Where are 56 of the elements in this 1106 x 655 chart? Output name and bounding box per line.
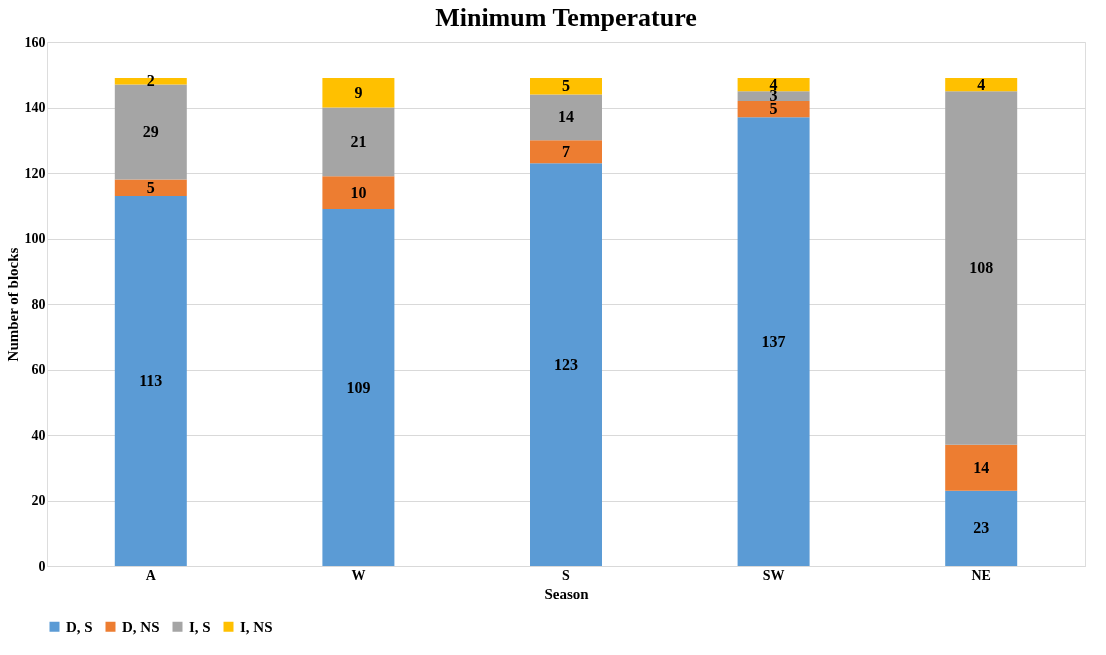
y-tick-label: 160 (24, 34, 46, 50)
bar (945, 490, 1018, 566)
bar (530, 140, 602, 164)
legend-label: D, S (66, 618, 93, 635)
x-tick-label: NE (971, 567, 991, 583)
chart-title: Minimum Temperature (435, 3, 697, 32)
data-label: 5 (146, 178, 155, 196)
data-label: 5 (562, 77, 570, 95)
data-label: 23 (973, 519, 990, 537)
bar (114, 179, 187, 196)
x-tick-label: A (145, 567, 157, 583)
data-label: 4 (977, 75, 986, 93)
bar (322, 107, 395, 177)
y-tick-label: 140 (24, 100, 46, 115)
data-label: 137 (761, 332, 786, 350)
data-label: 113 (139, 371, 163, 389)
x-tick-label: W (351, 567, 366, 583)
bar (114, 195, 187, 566)
y-tick-label: 20 (31, 493, 46, 508)
x-axis-title: Season (544, 585, 590, 602)
bar (530, 94, 602, 141)
data-label: 5 (769, 100, 778, 118)
data-label: 29 (142, 123, 159, 141)
data-label: 108 (969, 258, 994, 276)
x-tick-label: S (562, 567, 571, 583)
legend-label: I, S (189, 618, 211, 635)
x-tick-label: SW (762, 567, 785, 583)
bar (737, 100, 810, 118)
bar (945, 78, 1018, 92)
data-label: 9 (354, 83, 363, 101)
bar (945, 91, 1018, 445)
data-label: 14 (973, 458, 990, 476)
data-label: 10 (350, 183, 367, 201)
y-tick-label: 0 (38, 558, 46, 574)
bar (530, 163, 602, 566)
data-label: 123 (554, 355, 578, 373)
y-tick-label: 60 (31, 362, 46, 377)
bar (322, 209, 395, 566)
data-label: 21 (350, 132, 367, 150)
bar (322, 78, 395, 108)
bar (114, 84, 187, 180)
data-label: 109 (346, 378, 371, 396)
data-label: 7 (562, 142, 570, 160)
bar (322, 176, 395, 210)
y-tick-label: 40 (31, 427, 46, 443)
bar (530, 78, 602, 95)
y-tick-label: 120 (24, 165, 46, 181)
y-tick-label: 80 (31, 296, 46, 312)
bar (945, 444, 1018, 491)
legend-label: I, NS (240, 618, 273, 635)
y-axis-title: Number of blocks (4, 247, 21, 362)
bar (737, 117, 810, 566)
bar (737, 91, 810, 101)
y-tick-label: 100 (24, 231, 46, 246)
data-label: 14 (558, 108, 574, 126)
legend-label: D, NS (122, 618, 160, 635)
